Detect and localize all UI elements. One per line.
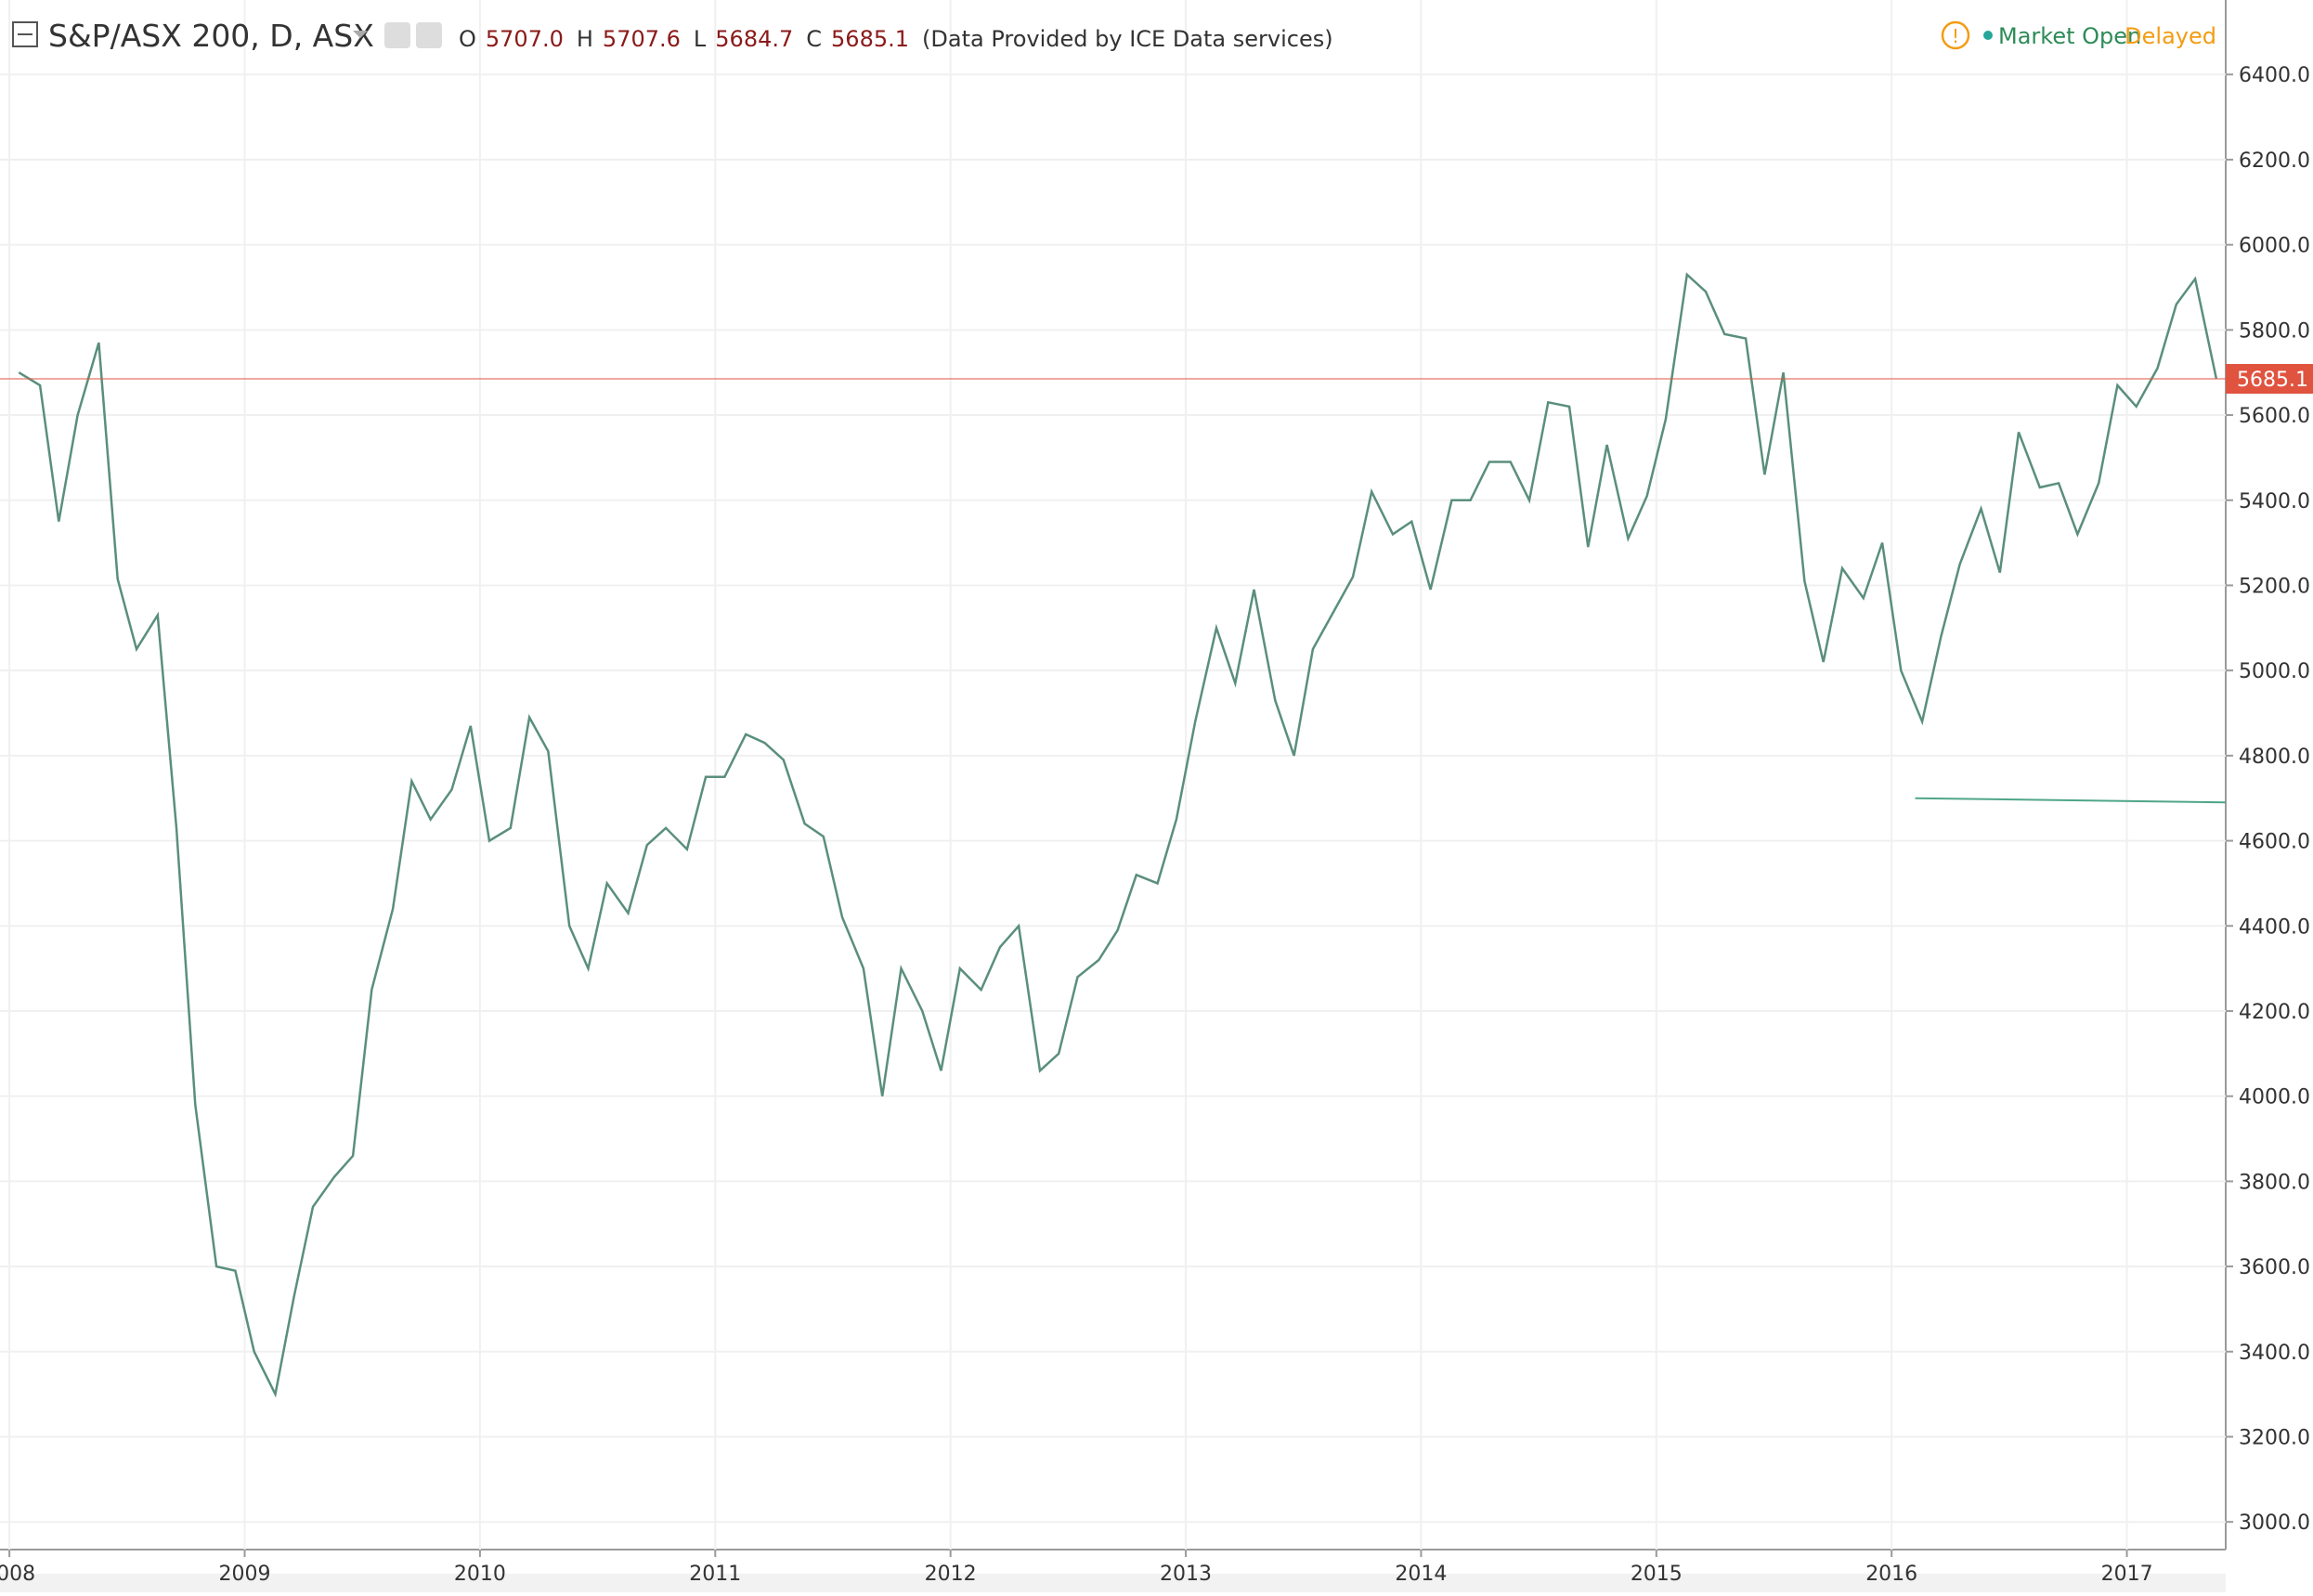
market-status: Market Open	[1998, 23, 2141, 49]
ohlc-key: O	[459, 26, 476, 52]
labels: 3000.0 3200.0 3400.0 3600.0 3800.0 4000.0 4200…	[0, 64, 2313, 1586]
x-tick-label: 2012	[925, 1563, 977, 1586]
delay-status: Delayed	[2125, 23, 2216, 49]
y-tick-label: 3400.0	[2239, 1342, 2310, 1365]
y-tick-label: 5200.0	[2239, 575, 2310, 598]
y-tick-label: 6000.0	[2239, 235, 2310, 258]
warning-mark: !	[1952, 25, 1959, 47]
y-tick-label: 4000.0	[2239, 1086, 2310, 1109]
ohlc-key: C	[806, 26, 822, 52]
last-price-box	[2226, 364, 2313, 395]
symbol-title[interactable]: S&P/ASX 200, D, ASX	[48, 18, 374, 54]
y-tick-label: 3200.0	[2239, 1426, 2310, 1449]
x-tick-label: 2009	[219, 1563, 271, 1586]
collapse-icon[interactable]	[12, 21, 38, 47]
trendline	[1915, 797, 2227, 804]
x-tick-label: 2014	[1395, 1563, 1447, 1586]
marks	[0, 272, 2227, 1398]
warning-icon[interactable]	[1941, 20, 1970, 50]
scrollbar	[0, 1574, 2226, 1592]
grid	[0, 0, 2226, 1550]
ohlc-readout: O 5707.0 H 5707.6 L 5684.7 C 5685.1 (Data Provid…	[459, 26, 1333, 52]
ohlc-value: 5684.7	[715, 26, 793, 52]
last-price-label: 5685.1	[2237, 369, 2308, 392]
price-line	[18, 272, 2218, 1398]
ohlc-key: L	[694, 26, 707, 52]
dropdown-arrow[interactable]	[353, 31, 368, 38]
x-tick-label: 2008	[0, 1563, 35, 1586]
x-tick-label: 2017	[2101, 1563, 2153, 1586]
settings-icon[interactable]	[416, 22, 442, 48]
ohlc-value: 5707.6	[603, 26, 681, 52]
y-tick-label: 5600.0	[2239, 405, 2310, 428]
y-tick-label: 4600.0	[2239, 831, 2310, 854]
y-tick-label: 5400.0	[2239, 490, 2310, 513]
x-tick-label: 2010	[454, 1563, 506, 1586]
source-note: (Data Provided by ICE Data services)	[922, 26, 1333, 52]
y-tick-label: 4200.0	[2239, 1001, 2310, 1024]
y-tick-label: 3600.0	[2239, 1256, 2310, 1279]
eye-icon[interactable]	[384, 22, 410, 48]
y-tick-label: 4800.0	[2239, 746, 2310, 769]
x-tick-label: 2011	[689, 1563, 741, 1586]
x-tick-label: 2013	[1160, 1563, 1212, 1586]
y-tick-label: 6200.0	[2239, 149, 2310, 173]
ohlc-key: H	[577, 26, 593, 52]
x-tick-label: 2016	[1865, 1563, 1917, 1586]
y-tick-label: 3800.0	[2239, 1171, 2310, 1194]
y-tick-label: 6400.0	[2239, 64, 2310, 87]
status-dot	[1983, 31, 1993, 40]
ohlc-value: 5685.1	[831, 26, 909, 52]
y-tick-label: 5000.0	[2239, 660, 2310, 683]
y-tick-label: 3000.0	[2239, 1512, 2310, 1535]
ohlc-value: 5707.0	[486, 26, 564, 52]
x-tick-label: 2015	[1631, 1563, 1683, 1586]
y-tick-label: 4400.0	[2239, 915, 2310, 939]
y-tick-label: 5800.0	[2239, 319, 2310, 343]
